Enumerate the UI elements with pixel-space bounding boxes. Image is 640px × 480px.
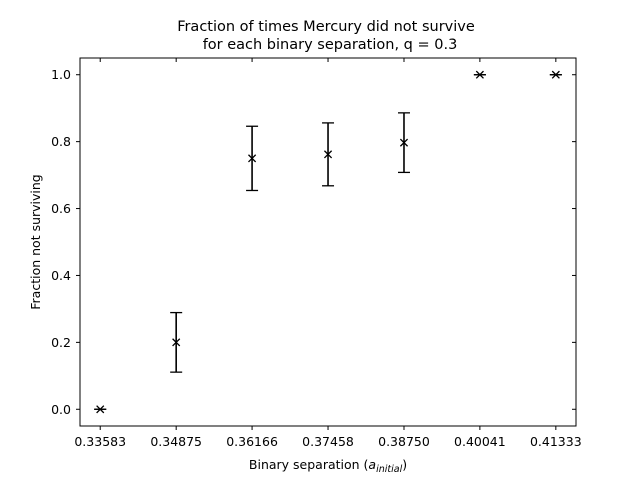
data-point-marker: [248, 154, 257, 163]
x-tick-label: 0.38750: [378, 434, 430, 449]
axis-ticks: [76, 58, 576, 430]
y-tick-label: 0.2: [51, 335, 71, 350]
x-axis-label-close: ): [402, 457, 407, 472]
axes-frame: [79, 57, 577, 427]
chart-title-line-1: Fraction of times Mercury did not surviv…: [177, 19, 475, 35]
data-point-marker: [172, 338, 181, 347]
y-tick-label: 0.6: [51, 201, 71, 216]
y-tick-label: 1.0: [51, 67, 71, 82]
y-tick-label: 0.0: [51, 402, 71, 417]
x-tick-label: 0.36166: [226, 434, 278, 449]
data-point-marker: [475, 70, 484, 79]
data-point-marker: [399, 138, 409, 147]
x-tick-label: 0.37458: [302, 434, 354, 449]
x-tick-label: 0.40041: [454, 434, 506, 449]
data-point-marker: [96, 405, 105, 414]
y-tick-labels: 0.0 0.2 0.4 0.6 0.8 1.0: [51, 67, 71, 417]
x-tick-label: 0.41333: [530, 434, 582, 449]
x-axis-label-variable: a: [368, 457, 376, 472]
data-point-marker: [323, 150, 333, 159]
y-tick-label: 0.8: [51, 134, 71, 149]
y-axis-label: Fraction not surviving: [28, 174, 43, 310]
y-tick-label: 0.4: [51, 268, 71, 283]
data-marks: [94, 70, 562, 414]
x-tick-label: 0.34875: [150, 434, 202, 449]
x-axis-label-main: Binary separation (: [249, 457, 369, 472]
x-axis-label-subscript: initial: [376, 464, 402, 475]
x-axis-label: Binary separation (ainitial): [249, 457, 407, 475]
x-tick-labels: 0.33583 0.34875 0.36166 0.37458 0.38750 0.400…: [74, 434, 581, 449]
chart-title-line-2: for each binary separation, q = 0.3: [203, 37, 458, 53]
data-point-marker: [551, 70, 560, 79]
x-tick-label: 0.33583: [74, 434, 126, 449]
